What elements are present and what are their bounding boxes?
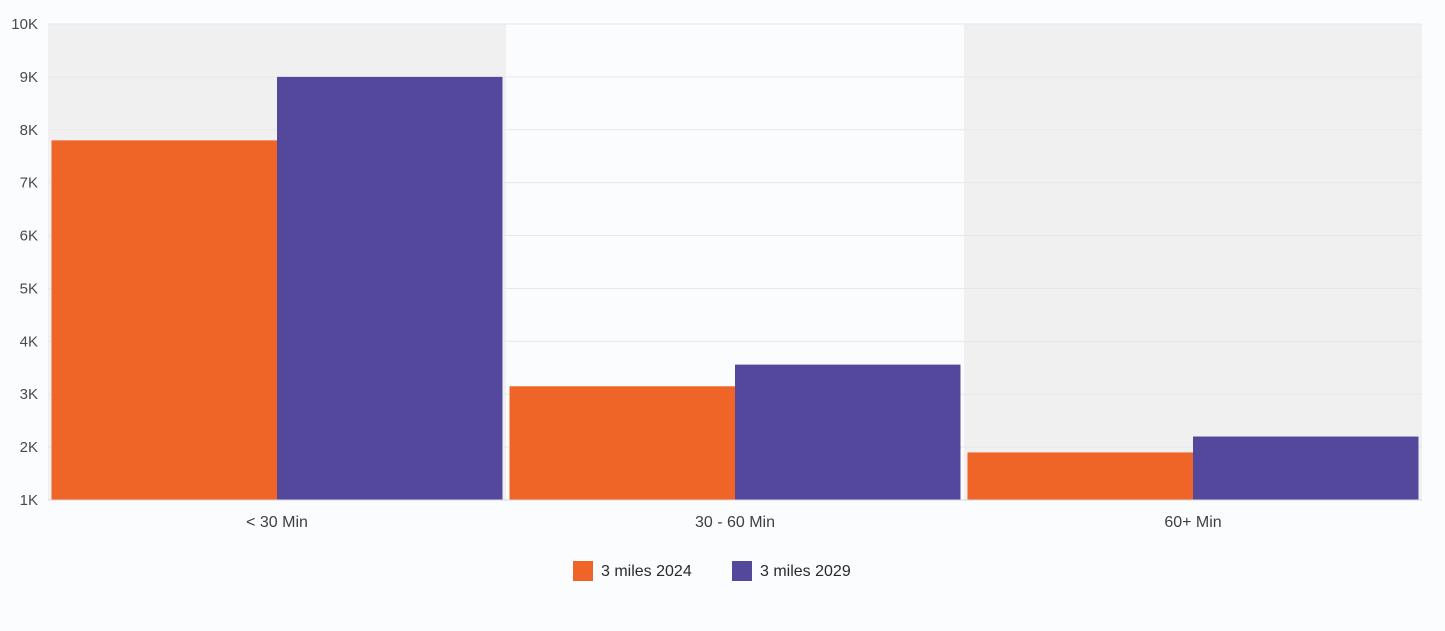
- y-axis: 1K 2K 3K 4K 5K 6K 7K 8K 9K 10K: [11, 16, 38, 509]
- bars: [51, 76, 1419, 500]
- y-tick-label: 4K: [20, 333, 38, 350]
- y-tick-label: 5K: [20, 280, 38, 297]
- bar[interactable]: [967, 452, 1194, 500]
- y-tick-label: 3K: [20, 386, 38, 403]
- bar[interactable]: [735, 364, 961, 500]
- category-band: [964, 24, 1422, 500]
- x-axis: < 30 Min 30 - 60 Min 60+ Min: [48, 499, 1422, 531]
- legend-label: 3 miles 2024: [601, 563, 692, 580]
- y-tick-label: 8K: [20, 122, 38, 139]
- y-tick-label: 9K: [20, 69, 38, 86]
- bar[interactable]: [51, 140, 278, 500]
- bar[interactable]: [277, 76, 503, 500]
- bar[interactable]: [509, 386, 736, 500]
- legend-label: 3 miles 2029: [760, 563, 851, 580]
- legend: 3 miles 2024 3 miles 2029: [573, 561, 851, 581]
- y-tick-label: 2K: [20, 439, 38, 456]
- y-tick-label: 7K: [20, 175, 38, 192]
- bar[interactable]: [1193, 436, 1419, 500]
- x-tick-label: 30 - 60 Min: [695, 514, 775, 531]
- y-tick-label: 10K: [11, 16, 38, 33]
- x-tick-label: 60+ Min: [1164, 514, 1221, 531]
- y-tick-label: 6K: [20, 228, 38, 245]
- legend-item[interactable]: 3 miles 2024: [573, 561, 692, 581]
- legend-swatch: [573, 561, 593, 581]
- legend-swatch: [732, 561, 752, 581]
- x-tick-label: < 30 Min: [246, 514, 308, 531]
- y-tick-label: 1K: [20, 492, 38, 509]
- legend-item[interactable]: 3 miles 2029: [732, 561, 851, 581]
